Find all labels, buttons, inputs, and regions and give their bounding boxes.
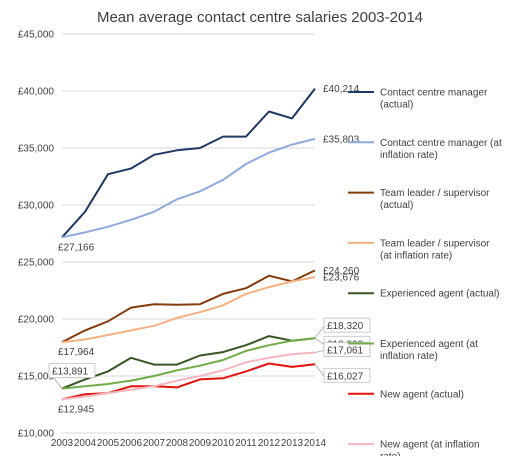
- legend-label-5: Experienced agent (actual): [380, 289, 500, 300]
- x-axis-ticks: 2003 2004 2005 2006 2007 2008 2009 2010 2011 2012…: [51, 438, 327, 449]
- x-tick-label: 2008: [166, 438, 189, 449]
- series-line-1: [61, 87, 316, 238]
- x-tick-label: 2007: [143, 438, 166, 449]
- label-box: [323, 367, 371, 383]
- label-leader-line: [314, 364, 325, 377]
- series-line-8: [61, 351, 316, 401]
- legend: Contact centre manager (actual) Contact ce…: [348, 88, 502, 456]
- data-label: £17,061: [327, 346, 364, 357]
- x-tick-label: 2013: [281, 438, 304, 449]
- label-box: [323, 342, 371, 357]
- legend-label-3: Team leader / supervisor (actual): [380, 188, 490, 211]
- x-tick-label: 2005: [97, 438, 120, 449]
- series-line-4: [61, 276, 316, 344]
- y-tick-label: £40,000: [18, 87, 55, 98]
- x-tick-label: 2012: [258, 438, 281, 449]
- data-label: £40,214: [323, 84, 360, 95]
- label-box: [48, 363, 96, 379]
- chart-title: Mean average contact centre salaries 200…: [97, 9, 423, 26]
- y-tick-label: £10,000: [18, 429, 55, 440]
- x-tick-label: 2003: [51, 438, 74, 449]
- data-label: £24,260: [323, 266, 360, 277]
- y-tick-label: £45,000: [18, 30, 55, 41]
- x-tick-label: 2006: [120, 438, 143, 449]
- data-label: £23,676: [323, 273, 360, 284]
- legend-label-7: New agent (actual): [380, 389, 464, 400]
- legend-label-1: Contact centre manager (actual): [380, 88, 488, 111]
- legend-label-4: Team leader / supervisor (at inflation ra…: [380, 238, 490, 261]
- y-tick-label: £30,000: [18, 201, 55, 212]
- x-tick-label: 2011: [235, 438, 257, 449]
- label-leader-line: [314, 337, 325, 345]
- label-leader-line: [314, 350, 325, 353]
- y-axis-ticks: £10,000 £15,000 £20,000 £25,000 £30,000 £35,0…: [18, 30, 55, 440]
- data-label: £18,320: [327, 321, 364, 332]
- label-leader-line: [314, 325, 325, 339]
- gridlines: [62, 33, 315, 434]
- data-label: £17,964: [58, 347, 95, 358]
- x-tick-label: 2014: [304, 438, 327, 449]
- series-line-6: [61, 337, 316, 390]
- data-label: £12,945: [58, 404, 95, 415]
- y-tick-label: £35,000: [18, 144, 55, 155]
- data-label: £35,803: [323, 134, 360, 145]
- series-line-3: [61, 269, 316, 344]
- series-line-2: [61, 137, 316, 239]
- x-tick-label: 2010: [212, 438, 235, 449]
- y-tick-label: £25,000: [18, 258, 55, 269]
- x-tick-label: 2009: [189, 438, 212, 449]
- series-line-5: [61, 335, 316, 390]
- label-box: [323, 317, 371, 333]
- y-tick-label: £20,000: [18, 315, 55, 326]
- x-tick-label: 2004: [74, 438, 97, 449]
- series-lines: [61, 87, 316, 401]
- legend-label-6: Experienced agent (at inflation rate): [380, 339, 478, 362]
- data-label: £16,027: [327, 371, 364, 382]
- data-labels: £40,214 £35,803 £27,166 £24,260£23,676 £17,9…: [48, 84, 371, 415]
- y-tick-label: £15,000: [18, 372, 55, 383]
- data-label: £13,891: [52, 367, 89, 378]
- legend-label-2: Contact centre manager (at inflation rate…: [380, 138, 502, 161]
- data-label: £27,166: [58, 242, 95, 253]
